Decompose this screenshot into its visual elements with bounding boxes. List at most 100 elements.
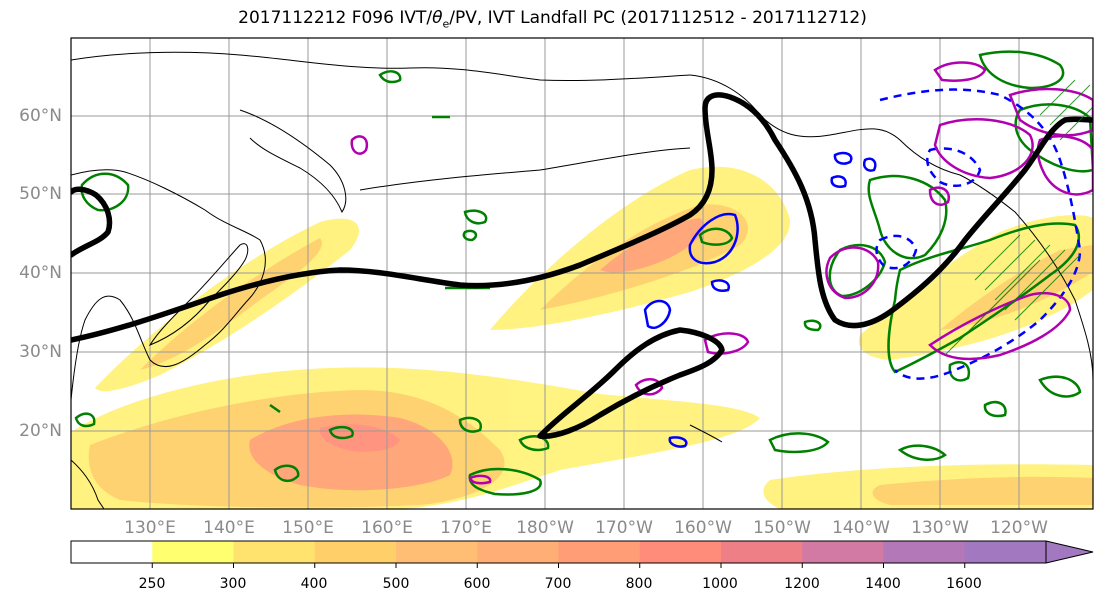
hatched-region <box>944 79 1093 356</box>
theta-e-contour <box>462 229 478 242</box>
philippines <box>71 459 105 509</box>
lat-label-50n: 50°N <box>19 184 62 204</box>
siberia-coast <box>71 51 691 82</box>
aleutians <box>359 147 691 191</box>
colorbar-tick-label: 300 <box>219 576 247 592</box>
lat-label-20n: 20°N <box>19 421 62 441</box>
lon-label: 130°W <box>911 518 969 538</box>
pv-contour <box>668 436 688 448</box>
pc-contour-west <box>71 186 113 258</box>
colorbar-tick-label: 600 <box>463 576 491 592</box>
colorbar-segment <box>314 541 397 563</box>
pv-contour <box>643 299 672 329</box>
pv-contour <box>710 279 731 292</box>
colorbar-tick-label: 1400 <box>865 576 901 592</box>
colorbar-segment <box>477 541 559 563</box>
colorbar-segment <box>883 541 966 563</box>
colorbar-tick-label: 1600 <box>946 576 982 592</box>
colorbar-frame <box>70 540 1047 564</box>
pv-contour <box>688 212 739 265</box>
magenta-contour <box>928 186 951 206</box>
pv-contour <box>833 151 853 165</box>
lon-label: 150°W <box>753 518 811 538</box>
theta-e-contour <box>1038 375 1082 398</box>
theta-e-contour <box>74 412 96 428</box>
lat-label-30n: 30°N <box>19 342 62 362</box>
lon-label: 120°W <box>990 518 1048 538</box>
colorbar-tick-label: 800 <box>625 576 653 592</box>
pv-contour <box>863 157 877 172</box>
ivt-band-east-mid <box>940 245 1093 330</box>
lon-label: 170°W <box>595 518 653 538</box>
hawaii <box>689 424 723 443</box>
colorbar-segment <box>721 541 803 563</box>
theta-e-contour <box>80 172 130 212</box>
map-frame <box>70 37 1094 510</box>
chart-title: 2017112212 F096 IVT/θe/PV, IVT Landfall … <box>238 8 867 31</box>
theta-e-contours <box>74 50 1093 496</box>
lon-label: 150°E <box>282 518 334 538</box>
pc-contour-main <box>71 92 1093 343</box>
lat-label-60n: 60°N <box>19 106 62 126</box>
theta-e-contour <box>378 70 402 84</box>
magenta-contour <box>1008 87 1093 137</box>
gridlines <box>71 38 1093 509</box>
magenta-contour <box>468 474 492 485</box>
theta-e-contour <box>698 227 734 246</box>
magenta-contour <box>933 118 1034 180</box>
theta-e-contour <box>983 400 1007 418</box>
theta-e-contour <box>273 464 300 483</box>
lon-label: 140°E <box>203 518 255 538</box>
theta-e-contour <box>897 444 948 461</box>
colorbar <box>71 541 1093 568</box>
colorbar-segment <box>71 541 153 563</box>
theta-e-contour <box>518 435 550 452</box>
pv-contours <box>643 88 1082 448</box>
lat-label-40n: 40°N <box>19 263 62 283</box>
ivt-landfall-pc-contours <box>71 92 1093 439</box>
asia-coast <box>71 169 266 401</box>
theta-e-contour <box>328 425 354 440</box>
theta-e-contour <box>1014 103 1093 173</box>
colorbar-segment <box>964 541 1047 563</box>
colorbar-extend-fill <box>1046 541 1093 563</box>
colorbar-segment <box>233 541 316 563</box>
colorbar-tick-label: 400 <box>300 576 328 592</box>
lon-label: 180°W <box>516 518 574 538</box>
colorbar-segment <box>558 541 641 563</box>
pv-contour <box>926 147 982 187</box>
ivt-band-east <box>858 215 1093 360</box>
kamchatka-coast <box>239 109 347 214</box>
colorbar-segment <box>639 541 722 563</box>
magenta-contour <box>933 61 987 82</box>
theta-e-contour <box>463 209 488 225</box>
colorbar-segment <box>152 541 234 563</box>
colorbar-segment <box>396 541 478 563</box>
colorbar-tick-label: 1200 <box>784 576 820 592</box>
colorbar-tick-label: 700 <box>544 576 572 592</box>
map-content <box>71 38 1093 509</box>
magenta-contour <box>928 292 1072 361</box>
pv-contour <box>875 234 918 270</box>
theta-e-contour <box>828 243 887 298</box>
theta-e-contour <box>948 361 971 382</box>
japan-coast <box>148 243 249 347</box>
colorbar-tick-label: 1000 <box>702 576 738 592</box>
ivt-band-se-mid <box>872 476 1093 505</box>
lon-label: 160°W <box>674 518 732 538</box>
colorbar-extend-arrow <box>1045 540 1094 564</box>
theta-e-contour <box>468 467 542 496</box>
theta-e-contour <box>768 432 830 454</box>
pc-contour-south <box>537 327 725 439</box>
lon-label: 170°E <box>440 518 492 538</box>
magenta-contour <box>1036 135 1093 196</box>
theta-e-dash <box>269 403 281 414</box>
theta-e-contour <box>867 174 948 260</box>
colorbar-tick-label: 500 <box>382 576 410 592</box>
colorbar-segment <box>802 541 884 563</box>
pv-contour <box>879 88 1082 380</box>
ivt-band-west-mid <box>140 238 322 370</box>
theta-e-contour <box>803 319 822 332</box>
magenta-contour <box>350 135 369 155</box>
